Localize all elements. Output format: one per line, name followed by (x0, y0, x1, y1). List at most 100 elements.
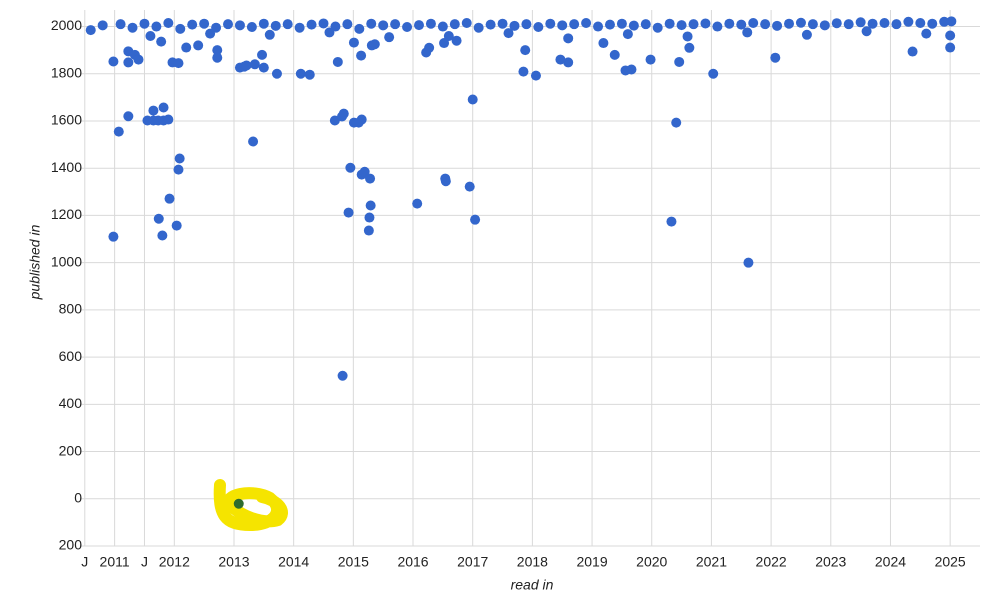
point (332, 56, 343, 67)
point (258, 18, 269, 29)
point (748, 17, 759, 28)
point (171, 220, 182, 231)
point (645, 54, 656, 65)
point (666, 216, 677, 227)
point (359, 166, 370, 177)
point (449, 19, 460, 30)
y-tick-label: 200 (59, 537, 83, 553)
point (365, 200, 376, 211)
point (338, 108, 349, 119)
point (139, 18, 150, 29)
point (557, 20, 568, 31)
point (205, 28, 216, 39)
point (148, 105, 159, 116)
point (223, 19, 234, 30)
point (193, 40, 204, 51)
point (108, 231, 119, 242)
y-tick-label: 600 (59, 348, 83, 364)
point (233, 498, 244, 509)
y-tick-label: 400 (59, 395, 83, 411)
point (801, 29, 812, 40)
point (921, 28, 932, 39)
point (945, 42, 956, 53)
point (743, 257, 754, 268)
point (640, 19, 651, 30)
y-tick-label: 1200 (51, 206, 82, 222)
point (318, 18, 329, 29)
point (115, 19, 126, 30)
point (212, 52, 223, 63)
point (760, 19, 771, 30)
point (354, 23, 365, 34)
point (246, 22, 257, 33)
point (145, 30, 156, 41)
point (464, 181, 475, 192)
point (294, 22, 305, 33)
point (819, 20, 830, 31)
point (264, 29, 275, 40)
point (742, 27, 753, 38)
point (384, 32, 395, 43)
point (497, 18, 508, 29)
point (390, 19, 401, 30)
x-tick-label: 2011 (100, 554, 130, 570)
point (234, 20, 245, 31)
point (671, 117, 682, 128)
point (593, 21, 604, 32)
point (652, 22, 663, 33)
point (545, 18, 556, 29)
x-tick-label: 2017 (457, 554, 488, 570)
point (173, 164, 184, 175)
point (518, 66, 529, 77)
point (533, 22, 544, 33)
x-tick-label: 2016 (397, 554, 428, 570)
point (342, 19, 353, 30)
point (295, 68, 306, 79)
point (674, 56, 685, 67)
point (807, 19, 818, 30)
point (855, 17, 866, 28)
point (688, 19, 699, 30)
y-tick-label: 1400 (51, 159, 82, 175)
point (174, 153, 185, 164)
point (337, 370, 348, 381)
point (127, 22, 138, 33)
point (424, 42, 435, 53)
point (946, 16, 957, 27)
point (772, 20, 783, 31)
point (270, 20, 281, 31)
point (413, 20, 424, 31)
point (356, 114, 367, 125)
point (258, 62, 269, 73)
point (248, 136, 259, 147)
point (123, 57, 134, 68)
point (503, 28, 514, 39)
point (708, 68, 719, 79)
point (199, 18, 210, 29)
point (473, 22, 484, 33)
point (770, 52, 781, 63)
point (365, 173, 376, 184)
point (306, 19, 317, 30)
point (157, 230, 168, 241)
point (133, 54, 144, 65)
x-tick-label: 2024 (875, 554, 906, 570)
point (843, 19, 854, 30)
grid (80, 10, 980, 547)
point (363, 225, 374, 236)
point (945, 30, 956, 41)
point (163, 114, 174, 125)
point (563, 33, 574, 44)
x-tick-label: 2013 (218, 554, 249, 570)
x-tick-label: 2012 (159, 554, 190, 570)
point (628, 20, 639, 31)
point (616, 18, 627, 29)
point (682, 31, 693, 42)
point (113, 126, 124, 137)
y-tick-label: 1800 (51, 64, 82, 80)
point (509, 20, 520, 31)
x-tick-label: 2015 (338, 554, 369, 570)
point (903, 16, 914, 27)
